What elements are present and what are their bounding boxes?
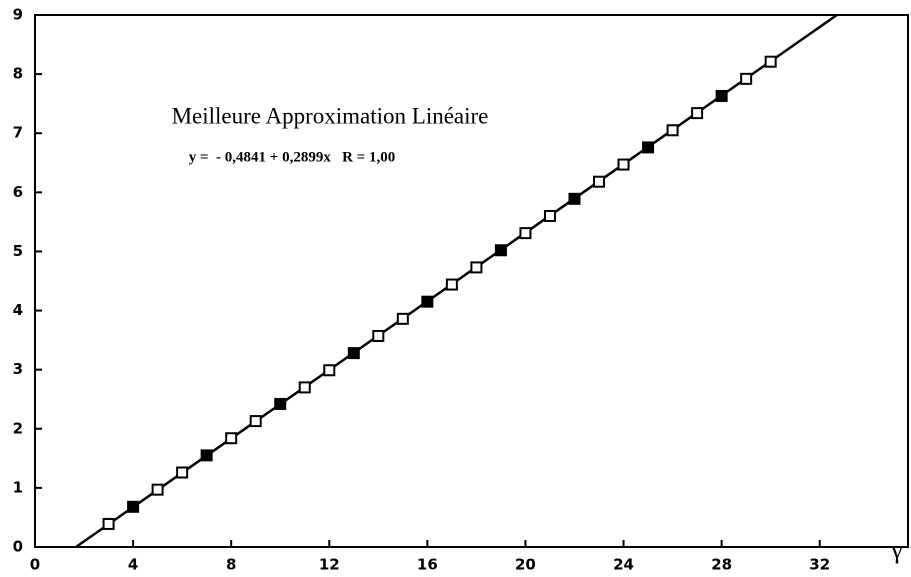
data-point (298, 381, 311, 394)
x-tick-label: 32 (809, 556, 830, 574)
data-point (691, 107, 704, 120)
data-point (617, 158, 630, 171)
x-tick-label: 4 (128, 556, 138, 574)
data-point (176, 466, 189, 479)
data-point (151, 483, 164, 496)
x-axis-label: γ (890, 535, 903, 564)
x-tick-label: 24 (613, 556, 634, 574)
data-point (764, 55, 777, 68)
data-point (347, 347, 360, 360)
y-tick-label: 2 (13, 419, 23, 437)
x-tick-label: 12 (319, 556, 340, 574)
y-tick-label: 0 (13, 538, 23, 556)
data-point (323, 364, 336, 377)
y-tick-label: 3 (13, 360, 23, 378)
data-point (372, 329, 385, 342)
data-point (642, 141, 655, 154)
y-tick-label: 1 (13, 478, 23, 496)
x-tick-label: 28 (711, 556, 732, 574)
y-tick-label: 8 (13, 65, 23, 83)
data-point (568, 192, 581, 205)
x-tick-label: 16 (417, 556, 438, 574)
annotation-equation: y = - 0,4841 + 0,2899x R = 1,00 (189, 149, 395, 165)
data-point (543, 209, 556, 222)
x-tick-label: 8 (226, 556, 236, 574)
y-tick-label: 5 (13, 242, 23, 260)
data-point (593, 175, 606, 188)
y-tick-label: 9 (13, 6, 23, 24)
data-point (249, 415, 262, 428)
annotation-title: Meilleure Approximation Linéaire (172, 103, 489, 128)
data-point (519, 227, 532, 240)
data-point (102, 517, 115, 530)
x-tick-label: 20 (515, 556, 536, 574)
data-point (421, 295, 434, 308)
data-point (274, 397, 287, 410)
y-tick-label: 4 (13, 301, 23, 319)
y-tick-label: 6 (13, 183, 23, 201)
data-point (470, 261, 483, 274)
data-point (225, 432, 238, 445)
data-point (445, 278, 458, 291)
plot-frame (34, 14, 909, 548)
data-point (127, 500, 140, 513)
y-tick-label: 7 (13, 124, 23, 142)
x-tick-label: 0 (30, 556, 40, 574)
data-point (740, 72, 753, 85)
data-point (396, 312, 409, 325)
data-point (666, 124, 679, 137)
data-point (715, 89, 728, 102)
data-point (494, 244, 507, 257)
data-point (200, 449, 213, 462)
